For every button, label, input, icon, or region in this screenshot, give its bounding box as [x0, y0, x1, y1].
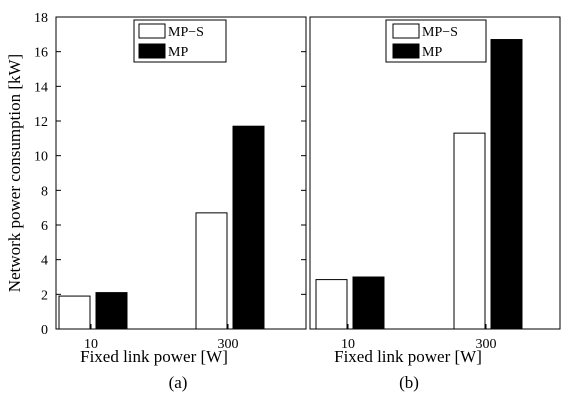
x-tick-label-b: 300 [476, 337, 497, 352]
y-axis-label: Network power consumption [kW] [5, 54, 24, 292]
x-axis-label-a: Fixed link power [W] [80, 347, 228, 366]
y-tick-label: 10 [34, 150, 48, 165]
x-tick-label-b: 10 [341, 337, 355, 352]
panel-b: 10 300 MP−S MP Fixed link power [W] (b) [309, 16, 561, 392]
bars-a [58, 125, 265, 330]
y-tick-label: 18 [34, 11, 48, 26]
bar-mp-10-b [352, 276, 385, 330]
plot-area-a [55, 16, 307, 330]
legend-label-mp-s-b: MP−S [422, 25, 458, 40]
bar-mp-s-10-b [315, 279, 348, 330]
y-tick-label: 0 [41, 323, 48, 338]
panel-label-b: (b) [399, 373, 419, 392]
bar-mp-300-b [490, 39, 523, 330]
y-tick-label: 16 [34, 46, 48, 61]
y-tick-label: 2 [41, 288, 48, 303]
x-axis-ticks-b: 10 300 [341, 324, 497, 352]
legend-a: MP−S MP [133, 19, 227, 63]
y-tick-label: 14 [34, 80, 48, 95]
legend-swatch-mp-a [138, 43, 166, 59]
y-tick-label: 8 [41, 184, 48, 199]
legend-swatch-mp-b [392, 43, 420, 59]
bar-mp-s-300-b [453, 132, 486, 330]
panel-a: 0 2 4 6 8 10 12 14 16 18 10 300 MP−S MP Fixed link… [5, 11, 560, 392]
x-tick-label-a: 10 [84, 337, 98, 352]
bar-mp-s-10-a [58, 295, 91, 330]
bars-b [315, 39, 523, 330]
x-axis-label-b: Fixed link power [W] [334, 347, 482, 366]
y-tick-label: 4 [41, 254, 48, 269]
x-tick-label-a: 300 [218, 337, 239, 352]
bar-mp-10-a [95, 292, 128, 330]
bar-mp-s-300-a [195, 212, 228, 330]
legend-swatch-mp-s-a [138, 23, 166, 39]
panel-label-a: (a) [169, 373, 188, 392]
legend-label-mp-a: MP [168, 45, 188, 60]
bar-mp-300-a [232, 125, 265, 330]
legend-label-mp-b: MP [422, 45, 442, 60]
y-tick-label: 12 [34, 115, 48, 130]
x-axis-ticks-a: 10 300 [84, 324, 239, 352]
y-tick-label: 6 [41, 219, 48, 234]
legend-swatch-mp-s-b [392, 23, 420, 39]
legend-b: MP−S MP [385, 19, 487, 63]
legend-label-mp-s-a: MP−S [168, 25, 204, 40]
